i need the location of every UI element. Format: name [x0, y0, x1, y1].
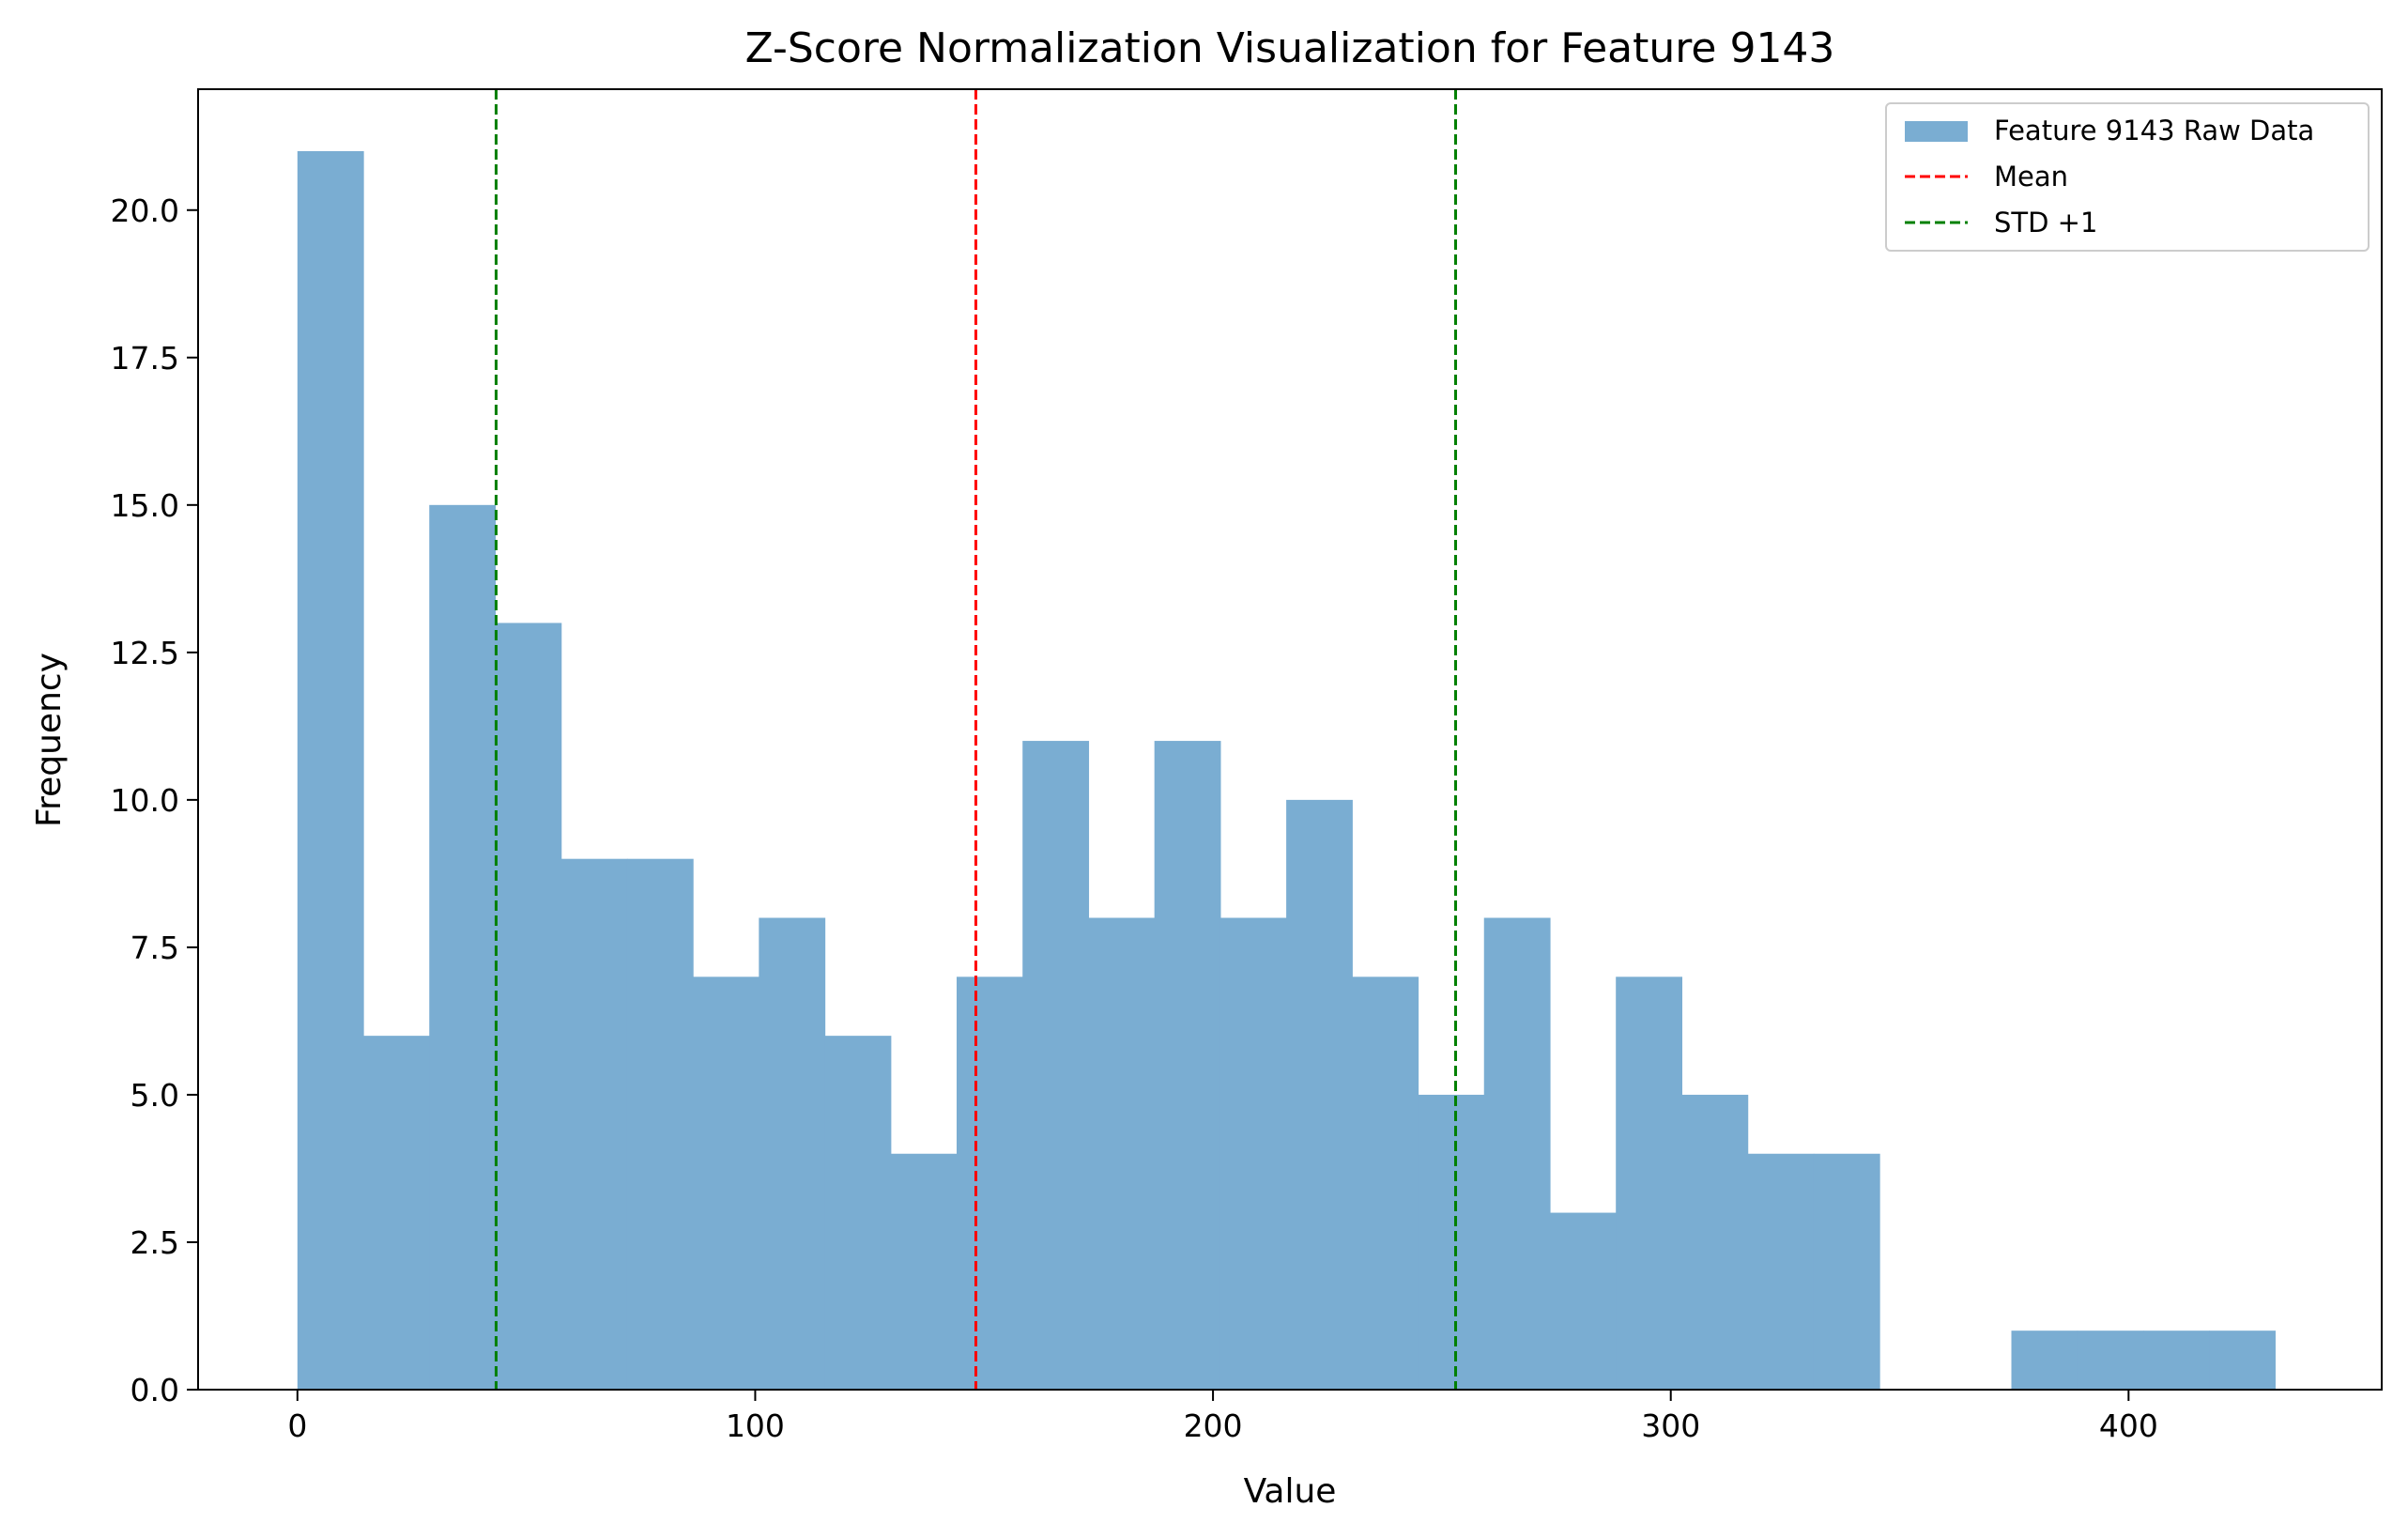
histogram-bar: [824, 1036, 892, 1390]
y-tick-label: 2.5: [130, 1224, 179, 1261]
x-axis-label: Value: [1244, 1472, 1337, 1511]
histogram-bar: [1681, 1094, 1749, 1390]
legend-label: STD +1: [1994, 207, 2097, 238]
histogram-bar: [495, 623, 562, 1390]
histogram-bar: [1154, 741, 1221, 1390]
histogram-bar: [1549, 1212, 1617, 1390]
y-axis-ticks: 0.0 2.5 5.0 7.5 10.0 12.5 15.0 17.5 20.0: [111, 192, 198, 1408]
y-tick-label: 0.0: [130, 1372, 179, 1408]
histogram-bar: [693, 977, 759, 1390]
histogram-bar: [1813, 1153, 1880, 1390]
histogram-bar: [1747, 1153, 1815, 1390]
y-tick-label: 20.0: [111, 192, 179, 229]
reference-lines-layer: [494, 89, 1458, 1390]
y-tick-label: 10.0: [111, 782, 179, 819]
y-tick-label: 7.5: [130, 930, 179, 966]
histogram-bar: [759, 917, 826, 1390]
y-tick-label: 15.0: [111, 487, 179, 524]
histogram-bar: [1022, 741, 1090, 1390]
legend-label: Feature 9143 Raw Data: [1994, 115, 2314, 146]
y-tick-label: 17.5: [111, 340, 179, 377]
histogram-bar: [560, 858, 628, 1390]
histogram-bar: [1616, 977, 1683, 1390]
plot-frame: [197, 88, 2383, 1391]
chart-title: Z-Score Normalization Visualization for …: [745, 24, 1835, 72]
x-tick-label: 0: [287, 1407, 307, 1444]
y-tick-label: 12.5: [111, 635, 179, 671]
histogram-bar: [626, 858, 694, 1390]
histogram-bar: [297, 150, 364, 1390]
histogram-bar: [957, 977, 1023, 1390]
histogram-bar: [1219, 917, 1287, 1390]
histogram-bar: [363, 1036, 430, 1390]
histogram-bar: [1352, 977, 1419, 1390]
legend-swatch: [1905, 121, 1968, 142]
histogram-bar: [1483, 917, 1551, 1390]
legend-box: [1885, 102, 2370, 252]
histogram-bar: [2209, 1330, 2276, 1390]
histogram-bar: [2011, 1330, 2078, 1390]
histogram-bar: [1088, 917, 1156, 1390]
legend: Feature 9143 Raw Data Mean STD +1: [1885, 102, 2370, 252]
legend-label: Mean: [1994, 161, 2068, 192]
x-tick-label: 400: [2099, 1407, 2158, 1444]
x-tick-label: 200: [1184, 1407, 1243, 1444]
histogram-bar: [2142, 1330, 2210, 1390]
x-axis-ticks: 0 100 200 300 400: [287, 1390, 2158, 1444]
histogram-bar: [890, 1153, 958, 1390]
x-tick-label: 100: [726, 1407, 785, 1444]
histogram-bar: [429, 504, 497, 1390]
histogram-bar: [1286, 799, 1353, 1390]
bars-layer: [297, 150, 2276, 1390]
y-axis-label: Frequency: [30, 653, 69, 827]
histogram-bar: [1418, 1094, 1485, 1390]
histogram-bar: [2077, 1330, 2144, 1390]
x-tick-label: 300: [1641, 1407, 1700, 1444]
y-tick-label: 5.0: [130, 1077, 179, 1114]
